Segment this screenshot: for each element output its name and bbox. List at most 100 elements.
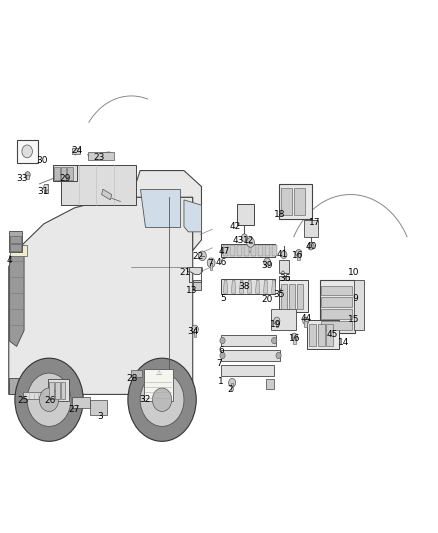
Circle shape (27, 373, 71, 426)
Bar (251, 245, 256, 256)
Bar (237, 204, 254, 225)
Bar (144, 369, 173, 401)
Polygon shape (9, 378, 44, 394)
Polygon shape (264, 280, 268, 293)
Bar (237, 245, 242, 256)
Polygon shape (255, 280, 260, 293)
Bar (281, 284, 287, 309)
Bar (294, 188, 305, 215)
Text: 3: 3 (97, 413, 103, 421)
Text: 29: 29 (59, 174, 71, 183)
Bar (326, 324, 333, 346)
Text: 40: 40 (305, 242, 317, 251)
Circle shape (43, 184, 49, 191)
Bar (55, 382, 60, 399)
Bar (221, 279, 275, 294)
Bar (210, 263, 212, 270)
Circle shape (22, 145, 32, 158)
Bar (304, 321, 307, 327)
Bar (289, 284, 295, 309)
Bar (72, 397, 90, 408)
Bar (90, 400, 107, 415)
Text: 38: 38 (239, 282, 250, 291)
Text: ⚠: ⚠ (155, 370, 162, 376)
Text: 47: 47 (219, 247, 230, 256)
Text: 7: 7 (207, 260, 213, 268)
Text: 36: 36 (279, 274, 290, 282)
Text: 12: 12 (243, 237, 254, 245)
Bar (271, 309, 296, 330)
Bar (230, 245, 235, 256)
Circle shape (296, 249, 302, 257)
Bar (49, 382, 54, 399)
Bar (297, 253, 300, 260)
Text: 1: 1 (218, 377, 224, 385)
Bar (54, 167, 60, 180)
Text: 7: 7 (216, 359, 222, 368)
Bar (321, 309, 352, 319)
Bar (61, 167, 66, 180)
Text: 27: 27 (68, 405, 79, 414)
Polygon shape (102, 189, 112, 200)
Polygon shape (184, 200, 201, 232)
Bar (279, 260, 289, 273)
Text: 24: 24 (71, 146, 82, 155)
Circle shape (274, 317, 280, 325)
Text: 25: 25 (17, 397, 28, 405)
Text: 19: 19 (270, 320, 282, 328)
Circle shape (303, 317, 309, 325)
Bar (321, 321, 352, 330)
Text: 26: 26 (45, 397, 56, 405)
Text: 23: 23 (93, 153, 104, 161)
Text: 30: 30 (36, 157, 47, 165)
Polygon shape (88, 152, 113, 160)
Bar (231, 383, 233, 390)
Text: 20: 20 (261, 295, 273, 304)
Bar (221, 365, 274, 376)
Text: 15: 15 (348, 316, 360, 324)
Bar (279, 276, 289, 289)
Polygon shape (10, 245, 24, 346)
Circle shape (152, 388, 172, 411)
Text: 28: 28 (127, 374, 138, 383)
Text: 32: 32 (140, 395, 151, 404)
Bar (279, 184, 312, 219)
Text: 21: 21 (179, 269, 191, 277)
Text: 2: 2 (227, 385, 233, 393)
Bar (281, 188, 292, 215)
Text: 16: 16 (289, 334, 300, 343)
Circle shape (25, 172, 30, 178)
Bar (53, 165, 77, 181)
Bar (318, 324, 325, 346)
Bar (131, 370, 142, 377)
Bar (48, 379, 69, 401)
Text: 5: 5 (220, 294, 226, 303)
Text: 34: 34 (187, 327, 198, 336)
Text: 14: 14 (338, 338, 350, 346)
Bar (221, 335, 276, 346)
Polygon shape (9, 197, 193, 394)
Circle shape (198, 251, 206, 261)
Bar (72, 148, 80, 154)
Text: 43: 43 (233, 237, 244, 245)
Circle shape (220, 337, 225, 344)
Bar (320, 280, 355, 333)
Bar (221, 350, 280, 361)
Circle shape (39, 388, 59, 411)
Bar (293, 337, 296, 344)
Polygon shape (187, 268, 202, 274)
Text: 10: 10 (348, 269, 360, 277)
Text: 16: 16 (292, 252, 304, 260)
Bar (297, 284, 303, 309)
Bar (258, 245, 263, 256)
Polygon shape (247, 280, 252, 293)
Circle shape (191, 325, 198, 334)
Bar (26, 175, 29, 179)
Bar (61, 165, 136, 205)
Bar (304, 220, 318, 237)
Bar (354, 280, 364, 330)
Bar (309, 324, 316, 346)
Circle shape (140, 373, 184, 426)
Bar (266, 379, 274, 389)
Circle shape (308, 243, 314, 250)
